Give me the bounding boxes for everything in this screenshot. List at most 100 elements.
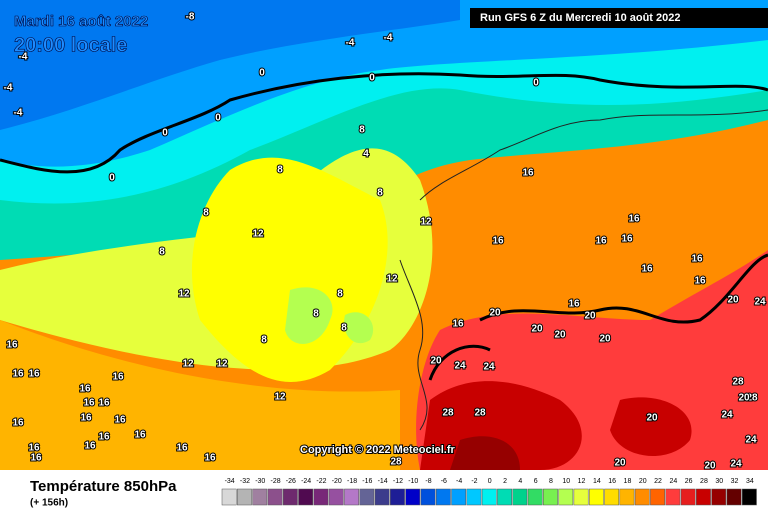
scale-box [481,488,497,506]
contour-label: 12 [274,392,286,403]
scale-label: -14 [378,478,388,485]
scale-label: 30 [715,478,723,485]
scale-box [451,488,467,506]
contour-label: 12 [178,289,190,300]
scale-box [543,488,558,506]
scale-label: 16 [608,478,616,485]
scale-label: 24 [669,478,677,485]
scale-label: 10 [562,478,570,485]
scale-label: -34 [225,478,235,485]
contour-label: 28 [732,377,744,388]
contour-label: 16 [98,398,110,409]
contour-label: 16 [568,299,580,310]
scale-label: -4 [456,478,462,485]
scale-box [313,488,329,506]
contour-label: 16 [80,413,92,424]
twenty-isotherm [428,253,768,381]
valid-date: Mardi 16 août 2022 [14,13,148,30]
contour-label: 8 [261,335,267,346]
scale-box [527,488,543,506]
contour-label: 24 [454,361,466,372]
scale-box [512,488,528,506]
contour-label: 16 [522,168,534,179]
contour-label: 8 [337,289,343,300]
scale-box [435,488,451,506]
scale-label: 0 [488,478,492,485]
scale-label: 22 [654,478,662,485]
contour-label: 28 [390,457,402,468]
contour-label: 28 [746,393,758,404]
region-orange [0,320,400,470]
contour-label: -4 [19,52,28,63]
contour-label: 0 [109,173,115,184]
contour-label: 12 [386,274,398,285]
contour-label: 8 [203,208,209,219]
scale-box [267,488,283,506]
contour-label: 12 [182,359,194,370]
variable-title: Température 850hPa [30,478,177,495]
scale-box [390,488,405,506]
contour-label: 16 [621,234,633,245]
scale-box [298,488,314,506]
scale-label: 2 [503,478,507,485]
contour-label: 16 [492,236,504,247]
contour-label: -4 [384,33,393,44]
valid-time: 20:00 locale [14,34,127,56]
scale-box [252,488,268,506]
contour-label: 20 [704,461,716,472]
region-green [285,287,374,344]
contour-label: 12 [252,229,264,240]
region-colder [0,0,460,130]
contour-label: -4 [346,38,355,49]
scale-label: 14 [593,478,601,485]
region-yellow [191,157,388,382]
contour-label: 24 [721,410,733,421]
scale-box [604,488,620,506]
contour-label: 0 [259,68,265,79]
region-hottest [450,436,520,470]
scale-label: -28 [270,478,280,485]
contour-label: 16 [12,369,24,380]
scale-label: -8 [425,478,431,485]
contour-label: -8 [186,12,195,23]
zero-isotherm [0,72,768,174]
scale-label: 28 [700,478,708,485]
scale-label: -20 [332,478,342,485]
scale-box [573,488,589,506]
scale-label: -30 [255,478,265,485]
contour-label: 8 [359,125,365,136]
contour-label: 20 [489,308,501,319]
contour-label: -4 [14,108,23,119]
scale-box [420,488,436,506]
scale-label: -18 [347,478,357,485]
contour-label: 16 [204,453,216,464]
scale-box [680,488,696,506]
contour-label: 16 [114,415,126,426]
contour-label: 24 [754,297,766,308]
scale-box [558,488,574,506]
contour-label: 20 [646,413,658,424]
coastline [399,109,768,431]
scale-label: 34 [746,478,754,485]
contour-label: 8 [341,323,347,334]
scale-label: 12 [578,478,586,485]
contour-label: 0 [369,73,375,84]
scale-label: 18 [624,478,632,485]
contour-label: 28 [474,408,486,419]
contour-label: 8 [313,309,319,320]
forecast-lead: (+ 156h) [30,498,68,509]
scale-label: -6 [441,478,447,485]
scale-label: -10 [408,478,418,485]
scale-label: -26 [286,478,296,485]
contour-label: 24 [745,435,757,446]
contour-label: 16 [83,398,95,409]
scale-label: 8 [549,478,553,485]
contour-label: 4 [363,149,369,160]
contour-label: 24 [730,459,742,470]
scale-box [344,488,359,506]
scale-box [696,488,711,506]
scale-box [741,488,757,506]
contour-label: 0 [162,128,168,139]
